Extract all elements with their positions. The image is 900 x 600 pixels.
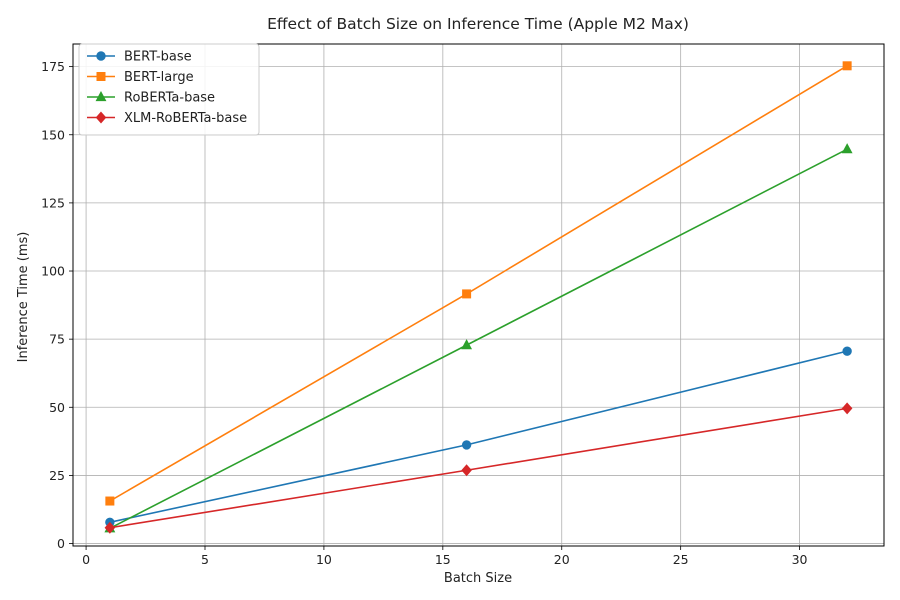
x-tick-label: 30	[792, 552, 808, 567]
data-point	[461, 339, 473, 350]
series-roberta-base	[104, 143, 853, 533]
legend-label: BERT-large	[124, 70, 194, 85]
y-tick-label: 25	[49, 468, 65, 483]
x-tick-label: 10	[316, 552, 332, 567]
legend: BERT-base BERT-large RoBERTa-base XLM-RoBER…	[78, 43, 260, 136]
data-point	[842, 346, 852, 356]
y-tick-label: 175	[41, 59, 65, 74]
data-point	[842, 61, 852, 71]
y-tick-label: 100	[41, 264, 65, 279]
legend-item: XLM-RoBERTa-base	[87, 111, 247, 126]
y-tick-label: 125	[41, 195, 65, 210]
data-point	[462, 289, 472, 299]
series-lines	[104, 61, 853, 534]
legend-label: XLM-RoBERTa-base	[124, 111, 247, 126]
x-axis: 0 5 10 15 20 25 30	[82, 546, 808, 567]
x-tick-label: 15	[435, 552, 451, 567]
legend-label: RoBERTa-base	[124, 91, 215, 106]
data-point	[104, 521, 116, 534]
data-point	[461, 464, 472, 477]
series-xlm-roberta-base	[104, 402, 853, 534]
y-tick-label: 0	[57, 536, 65, 551]
x-tick-label: 5	[201, 552, 209, 567]
legend-marker	[96, 51, 106, 61]
data-point	[841, 143, 853, 154]
x-axis-title: Batch Size	[444, 571, 512, 586]
series-bert-large	[105, 61, 852, 506]
y-tick-label: 150	[41, 127, 65, 142]
plot-frame	[72, 43, 885, 547]
x-tick-label: 20	[554, 552, 570, 567]
legend-marker	[95, 111, 107, 124]
y-axis-title: Inference Time (ms)	[16, 232, 31, 363]
legend-label: BERT-base	[124, 50, 192, 65]
legend-marker	[96, 72, 106, 81]
chart-title: Effect of Batch Size on Inference Time (…	[267, 15, 689, 33]
y-axis: 0 25 50 75 100 125 150 175	[41, 59, 73, 551]
y-tick-label: 50	[49, 400, 65, 415]
legend-item: BERT-large	[87, 70, 194, 85]
data-point	[461, 440, 472, 450]
data-point	[105, 496, 115, 506]
legend-marker	[95, 90, 107, 102]
legend-item: BERT-base	[87, 50, 192, 65]
x-tick-label: 0	[82, 552, 90, 567]
legend-item: RoBERTa-base	[87, 91, 215, 106]
data-point	[841, 402, 853, 415]
legend-box	[78, 43, 260, 136]
y-tick-label: 75	[49, 332, 65, 347]
x-tick-label: 25	[673, 552, 689, 567]
